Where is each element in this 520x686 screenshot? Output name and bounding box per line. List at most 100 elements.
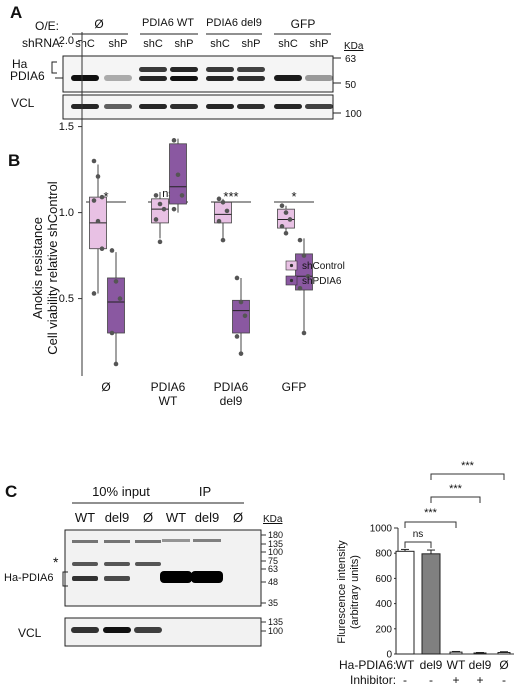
b-point xyxy=(91,158,97,164)
c-inhibitor-label: - xyxy=(502,673,506,686)
c-ylabel-2: (arbitrary units) xyxy=(349,555,361,629)
b-x-label: GFP xyxy=(282,380,307,394)
b-point xyxy=(157,201,163,207)
kda-label-c: KDa xyxy=(263,514,283,525)
c-marker-label: 135 xyxy=(268,617,283,627)
c-bar xyxy=(497,651,511,655)
c-x-label: WT xyxy=(396,658,415,672)
panel-c-chart: Flurescence intensity (arbitrary units) … xyxy=(336,460,514,686)
b-point xyxy=(220,199,226,205)
c-sig-label: *** xyxy=(461,460,475,472)
c-vcl-band xyxy=(134,627,162,633)
b-x-label: Ø xyxy=(101,380,110,394)
c-xlabels: WT-del9-WT+del9+Ø- xyxy=(396,658,509,686)
c-band-ip-top xyxy=(193,539,221,542)
b-point xyxy=(95,218,101,224)
b-point xyxy=(279,203,285,209)
group-label-empty: Ø xyxy=(94,17,103,31)
c-sig-label: *** xyxy=(449,483,463,495)
b-ylabel-2: Cell viability relative shControl xyxy=(45,181,60,355)
vcl-band xyxy=(274,104,302,109)
c-band-star xyxy=(72,562,98,566)
band xyxy=(104,75,132,81)
legend-shcontrol: shControl xyxy=(302,261,345,272)
b-y-tick-label: 1.5 xyxy=(59,121,74,133)
panel-a: A O/E: shRNA: Ø PDIA6 WT PDIA6 del9 GFP … xyxy=(10,3,364,120)
lane-label: shP xyxy=(175,38,194,50)
group-label-gfp: GFP xyxy=(291,17,316,31)
band-pdia6-label: PDIA6 xyxy=(10,69,45,83)
band-upper xyxy=(237,67,265,72)
b-point xyxy=(161,206,167,212)
b-point xyxy=(279,224,285,229)
b-point xyxy=(99,194,105,200)
c-significance: ns********* xyxy=(404,460,505,548)
b-point xyxy=(157,239,163,245)
b-box xyxy=(214,201,232,224)
c-marker-label: 100 xyxy=(268,626,283,636)
b-y-tick-label: 0.5 xyxy=(59,293,74,305)
vcl-label-c: VCL xyxy=(18,626,42,640)
band-ha-label: Ha xyxy=(12,57,28,71)
b-point xyxy=(117,296,123,301)
vcl-band xyxy=(104,104,132,109)
star-label: * xyxy=(53,554,59,570)
c-y-tick-label: 1000 xyxy=(370,524,393,535)
c-x-label: Ø xyxy=(499,658,508,672)
marker-100: 100 xyxy=(345,109,362,120)
band-upper xyxy=(139,67,167,72)
lane-label: shP xyxy=(109,38,128,50)
b-point xyxy=(179,193,185,198)
b-box xyxy=(107,277,125,334)
c-x-label: del9 xyxy=(420,658,443,672)
c-lane-label: Ø xyxy=(143,510,153,525)
b-point xyxy=(113,279,119,284)
band-lower xyxy=(139,76,167,81)
band-upper xyxy=(206,67,234,72)
input-label: 10% input xyxy=(92,484,150,499)
b-point xyxy=(238,351,244,356)
b-point xyxy=(171,138,177,143)
blot-vcl-bands xyxy=(71,104,333,109)
b-point xyxy=(216,218,222,224)
c-band-180 xyxy=(72,540,98,543)
c-x-label: WT xyxy=(447,658,466,672)
lane-label: shC xyxy=(75,38,95,50)
panel-b-label: B xyxy=(8,151,20,170)
c-bar xyxy=(395,550,415,655)
band-upper xyxy=(170,67,198,72)
c-sig-bracket xyxy=(404,521,457,528)
band-lower xyxy=(206,76,234,81)
band-vcl-label: VCL xyxy=(11,96,35,110)
c-band-star xyxy=(135,562,161,566)
b-boxes xyxy=(89,138,313,367)
b-point xyxy=(91,291,97,296)
c-band-ip-top xyxy=(162,539,190,542)
c-blot-vcl-bands xyxy=(71,627,162,633)
c-sig-bracket xyxy=(430,473,505,480)
lane-labels: shC shP shC shP shC shP shC shP xyxy=(75,38,328,50)
c-band-ip-ha xyxy=(191,571,223,583)
blot-top-a xyxy=(62,55,334,93)
legend-dot-shcontrol xyxy=(289,263,294,268)
c-ylabel-1: Flurescence intensity xyxy=(336,540,348,644)
b-y-tick-label: 1.0 xyxy=(59,207,74,219)
vcl-band xyxy=(206,104,234,109)
panel-a-label: A xyxy=(10,3,22,22)
lane-label: shC xyxy=(143,38,163,50)
row-ha-label: Ha-PDIA6: xyxy=(339,658,396,672)
oe-label: O/E: xyxy=(35,19,59,33)
c-lane-label: WT xyxy=(166,510,186,525)
c-bar xyxy=(473,652,487,655)
b-legend: shControl shPDIA6 xyxy=(285,260,345,287)
c-band-star xyxy=(104,562,130,566)
b-x-label: PDIA6 xyxy=(151,380,186,394)
c-y-tick-label: 400 xyxy=(375,599,392,610)
c-y-tick-label: 200 xyxy=(375,624,392,635)
b-point xyxy=(91,198,97,203)
c-sig-bracket xyxy=(430,496,481,503)
lane-label: shC xyxy=(278,38,298,50)
